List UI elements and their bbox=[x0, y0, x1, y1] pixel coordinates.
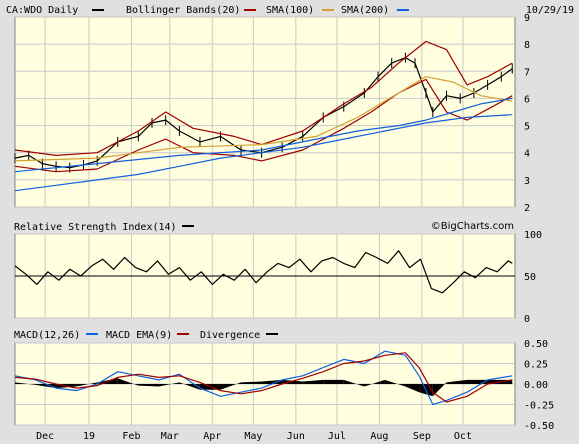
series-line bbox=[14, 352, 513, 403]
price-series bbox=[14, 40, 513, 192]
divergence-bar bbox=[76, 382, 98, 387]
x-tick-label: Apr bbox=[203, 431, 221, 442]
y-tick-label: 6 bbox=[524, 94, 530, 105]
series-line bbox=[14, 114, 513, 192]
macd-panel: MACD(12,26) MACD EMA(9) Divergence -0.50… bbox=[14, 330, 554, 432]
y-tick-label: 5 bbox=[524, 122, 530, 133]
macd-title: MACD(12,26) bbox=[14, 330, 80, 341]
x-tick-label: May bbox=[244, 431, 262, 442]
rsi-series bbox=[14, 250, 515, 294]
divergence-bar bbox=[15, 382, 36, 385]
x-tick-label: Aug bbox=[370, 431, 388, 442]
x-tick-label: Jun bbox=[287, 431, 305, 442]
x-axis-labels: Dec 19 Feb Mar Apr May Jun Jul Aug Sep Oct bbox=[36, 431, 472, 442]
sma200-label: SMA(200) bbox=[341, 5, 389, 16]
divergence-bar bbox=[343, 379, 365, 387]
rsi-panel: Relative Strength Index(14) ©BigCharts.c… bbox=[14, 221, 542, 325]
divergence-bar bbox=[446, 379, 468, 384]
y-tick-label: 0.50 bbox=[524, 339, 548, 350]
series-line bbox=[14, 76, 513, 162]
y-tick-label: 100 bbox=[524, 230, 542, 241]
y-tick-label: 2 bbox=[524, 203, 530, 214]
y-tick-label: 9 bbox=[524, 13, 530, 24]
series-line bbox=[14, 350, 513, 406]
y-tick-label: 3 bbox=[524, 176, 530, 187]
series-line bbox=[14, 250, 513, 294]
y-tick-label: 0.00 bbox=[524, 380, 548, 391]
divergence-bar bbox=[405, 384, 420, 393]
bollinger-label: Bollinger Bands(20) bbox=[126, 5, 240, 16]
macd-series bbox=[14, 350, 513, 406]
rsi-title: Relative Strength Index(14) bbox=[14, 222, 177, 233]
x-tick-label: Jul bbox=[328, 431, 346, 442]
y-tick-label: -0.50 bbox=[524, 421, 554, 432]
divergence-label: Divergence bbox=[200, 330, 260, 341]
x-tick-label: Feb bbox=[122, 431, 140, 442]
divergence-bar bbox=[302, 379, 324, 384]
series-line bbox=[14, 78, 513, 173]
symbol-label: CA:WDO Daily bbox=[6, 5, 78, 16]
y-tick-label: 8 bbox=[524, 40, 530, 51]
macd-y-ticks: -0.50 -0.25 0.00 0.25 0.50 bbox=[524, 339, 554, 432]
series-line bbox=[14, 40, 513, 156]
divergence-bar bbox=[220, 382, 242, 390]
x-tick-label: Oct bbox=[454, 431, 472, 442]
price-y-ticks: 2 3 4 5 6 7 8 9 bbox=[524, 13, 530, 214]
divergence-bar bbox=[117, 378, 139, 386]
y-tick-label: 50 bbox=[524, 272, 536, 283]
divergence-bar bbox=[35, 384, 57, 389]
y-tick-label: 0.25 bbox=[524, 360, 548, 371]
divergence-bar bbox=[384, 379, 406, 387]
y-tick-label: 7 bbox=[524, 67, 530, 78]
divergence-bar bbox=[261, 379, 283, 384]
price-panel: 2 3 4 5 6 7 8 9 bbox=[14, 13, 530, 214]
price-plot-area bbox=[14, 16, 516, 208]
y-tick-label: -0.25 bbox=[524, 401, 554, 412]
x-tick-label: 19 bbox=[83, 431, 95, 442]
rsi-y-ticks: 0 50 100 bbox=[524, 230, 542, 325]
divergence-bar bbox=[158, 382, 180, 387]
series-line bbox=[14, 97, 513, 173]
divergence-bar bbox=[323, 379, 344, 384]
price-legend: CA:WDO Daily Bollinger Bands(20) SMA(100… bbox=[6, 5, 574, 16]
y-tick-label: 0 bbox=[524, 314, 530, 325]
divergence-bar bbox=[138, 384, 159, 387]
x-tick-label: Sep bbox=[413, 431, 431, 442]
macd-ema-label: MACD EMA(9) bbox=[106, 330, 172, 341]
divergence-bar bbox=[241, 381, 262, 384]
date-label: 10/29/19 bbox=[526, 5, 574, 16]
x-tick-label: Dec bbox=[36, 431, 54, 442]
watermark: ©BigCharts.com bbox=[431, 221, 514, 232]
divergence-bar bbox=[432, 382, 447, 397]
x-tick-label: Mar bbox=[161, 431, 179, 442]
sma100-label: SMA(100) bbox=[266, 5, 314, 16]
divergence-bar bbox=[364, 379, 385, 387]
y-tick-label: 4 bbox=[524, 149, 530, 160]
